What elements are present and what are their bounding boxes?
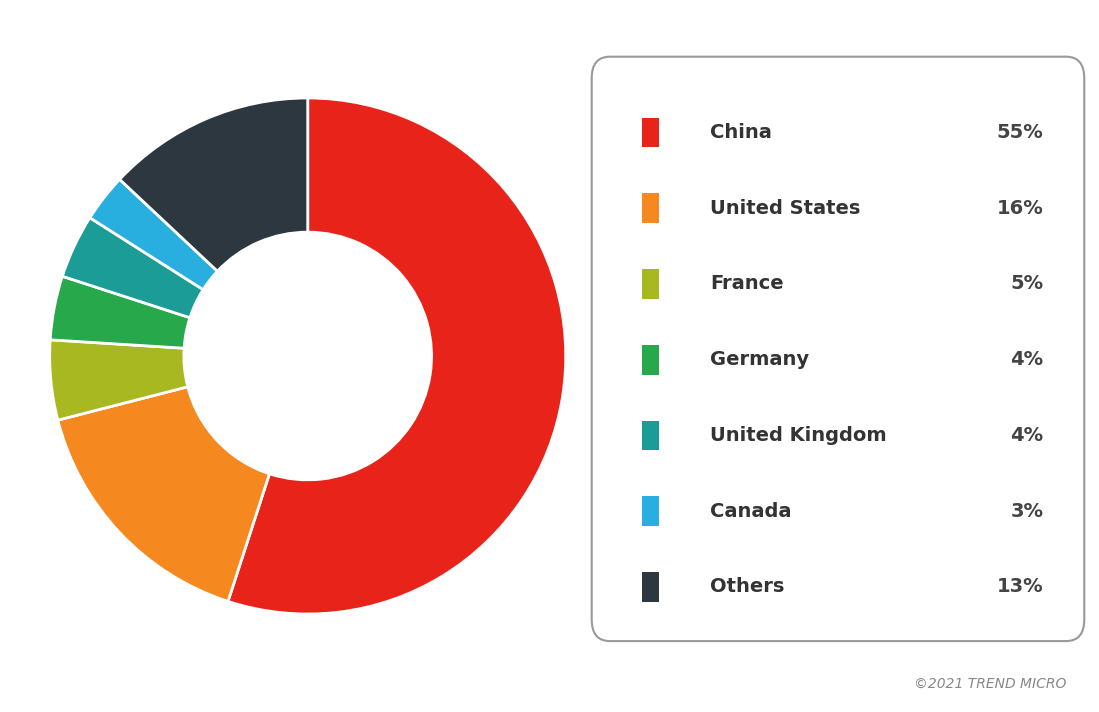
- FancyBboxPatch shape: [591, 57, 1085, 641]
- Wedge shape: [63, 218, 203, 318]
- Text: United Kingdom: United Kingdom: [710, 426, 887, 445]
- Bar: [642, 572, 659, 602]
- Text: Canada: Canada: [710, 502, 791, 520]
- Text: 3%: 3%: [1010, 502, 1043, 520]
- Wedge shape: [90, 179, 218, 290]
- Text: 5%: 5%: [1010, 274, 1043, 293]
- Bar: [642, 117, 659, 147]
- Wedge shape: [227, 98, 566, 614]
- Text: France: France: [710, 274, 784, 293]
- Text: China: China: [710, 123, 773, 142]
- Text: 55%: 55%: [997, 123, 1043, 142]
- Wedge shape: [49, 340, 188, 420]
- Bar: [642, 421, 659, 451]
- Text: Germany: Germany: [710, 350, 809, 370]
- Bar: [642, 345, 659, 375]
- Text: ©2021 TREND MICRO: ©2021 TREND MICRO: [913, 676, 1066, 691]
- Text: Others: Others: [710, 577, 785, 597]
- Bar: [642, 269, 659, 299]
- Bar: [642, 193, 659, 223]
- Wedge shape: [58, 387, 269, 602]
- Bar: [642, 496, 659, 526]
- Text: 16%: 16%: [997, 199, 1043, 218]
- Wedge shape: [51, 276, 190, 348]
- Text: 4%: 4%: [1010, 426, 1043, 445]
- Text: 4%: 4%: [1010, 350, 1043, 370]
- Wedge shape: [120, 98, 308, 271]
- Text: 13%: 13%: [997, 577, 1043, 597]
- Text: United States: United States: [710, 199, 861, 218]
